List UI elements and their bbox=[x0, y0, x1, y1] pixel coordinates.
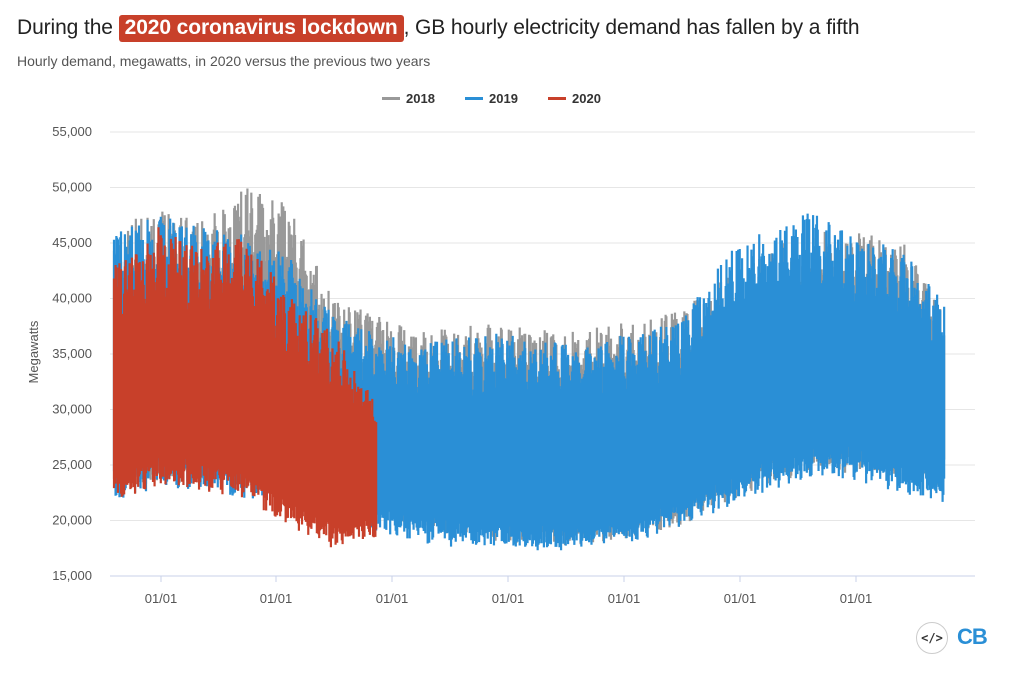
series-2020-bars bbox=[112, 227, 378, 548]
x-tick-label: 01/01 bbox=[260, 591, 293, 606]
legend-label-2020[interactable]: 2020 bbox=[572, 91, 601, 106]
cb-logo: CB bbox=[957, 624, 988, 649]
title-suffix: , GB hourly electricity demand has falle… bbox=[403, 16, 860, 39]
y-tick-label: 30,000 bbox=[52, 402, 92, 417]
legend: 2018 2019 2020 bbox=[382, 91, 601, 106]
embed-code-icon[interactable]: </> bbox=[916, 622, 948, 654]
x-tick-label: 01/01 bbox=[724, 591, 757, 606]
y-tick-label: 15,000 bbox=[52, 568, 92, 583]
y-tick-label: 40,000 bbox=[52, 291, 92, 306]
legend-label-2019[interactable]: 2019 bbox=[489, 91, 518, 106]
y-axis-label: Megawatts bbox=[26, 320, 41, 383]
y-tick-label: 45,000 bbox=[52, 235, 92, 250]
legend-swatch-2018 bbox=[382, 97, 400, 100]
x-tick-label: 01/01 bbox=[608, 591, 641, 606]
legend-swatch-2020 bbox=[548, 97, 566, 100]
y-tick-label: 20,000 bbox=[52, 513, 92, 528]
title-highlight: 2020 coronavirus lockdown bbox=[118, 15, 404, 42]
legend-swatch-2019 bbox=[465, 97, 483, 100]
series-2020 bbox=[112, 227, 378, 548]
title-prefix: During the bbox=[17, 16, 119, 39]
chart-title: During the 2020 coronavirus lockdown, GB… bbox=[17, 15, 860, 42]
chart-subtitle: Hourly demand, megawatts, in 2020 versus… bbox=[17, 53, 431, 69]
x-tick-label: 01/01 bbox=[376, 591, 409, 606]
x-tick-label: 01/01 bbox=[145, 591, 178, 606]
y-tick-label: 50,000 bbox=[52, 180, 92, 195]
y-tick-label: 25,000 bbox=[52, 457, 92, 472]
y-tick-label: 35,000 bbox=[52, 346, 92, 361]
y-tick-label: 55,000 bbox=[52, 124, 92, 139]
legend-label-2018[interactable]: 2018 bbox=[406, 91, 435, 106]
y-axis: 15,000 20,000 25,000 30,000 35,000 40,000 45,0… bbox=[52, 124, 92, 583]
x-tick-label: 01/01 bbox=[492, 591, 525, 606]
x-tick-label: 01/01 bbox=[840, 591, 873, 606]
x-axis: 01/01 01/01 01/01 01/01 01/01 01/01 01/01 bbox=[145, 576, 873, 606]
